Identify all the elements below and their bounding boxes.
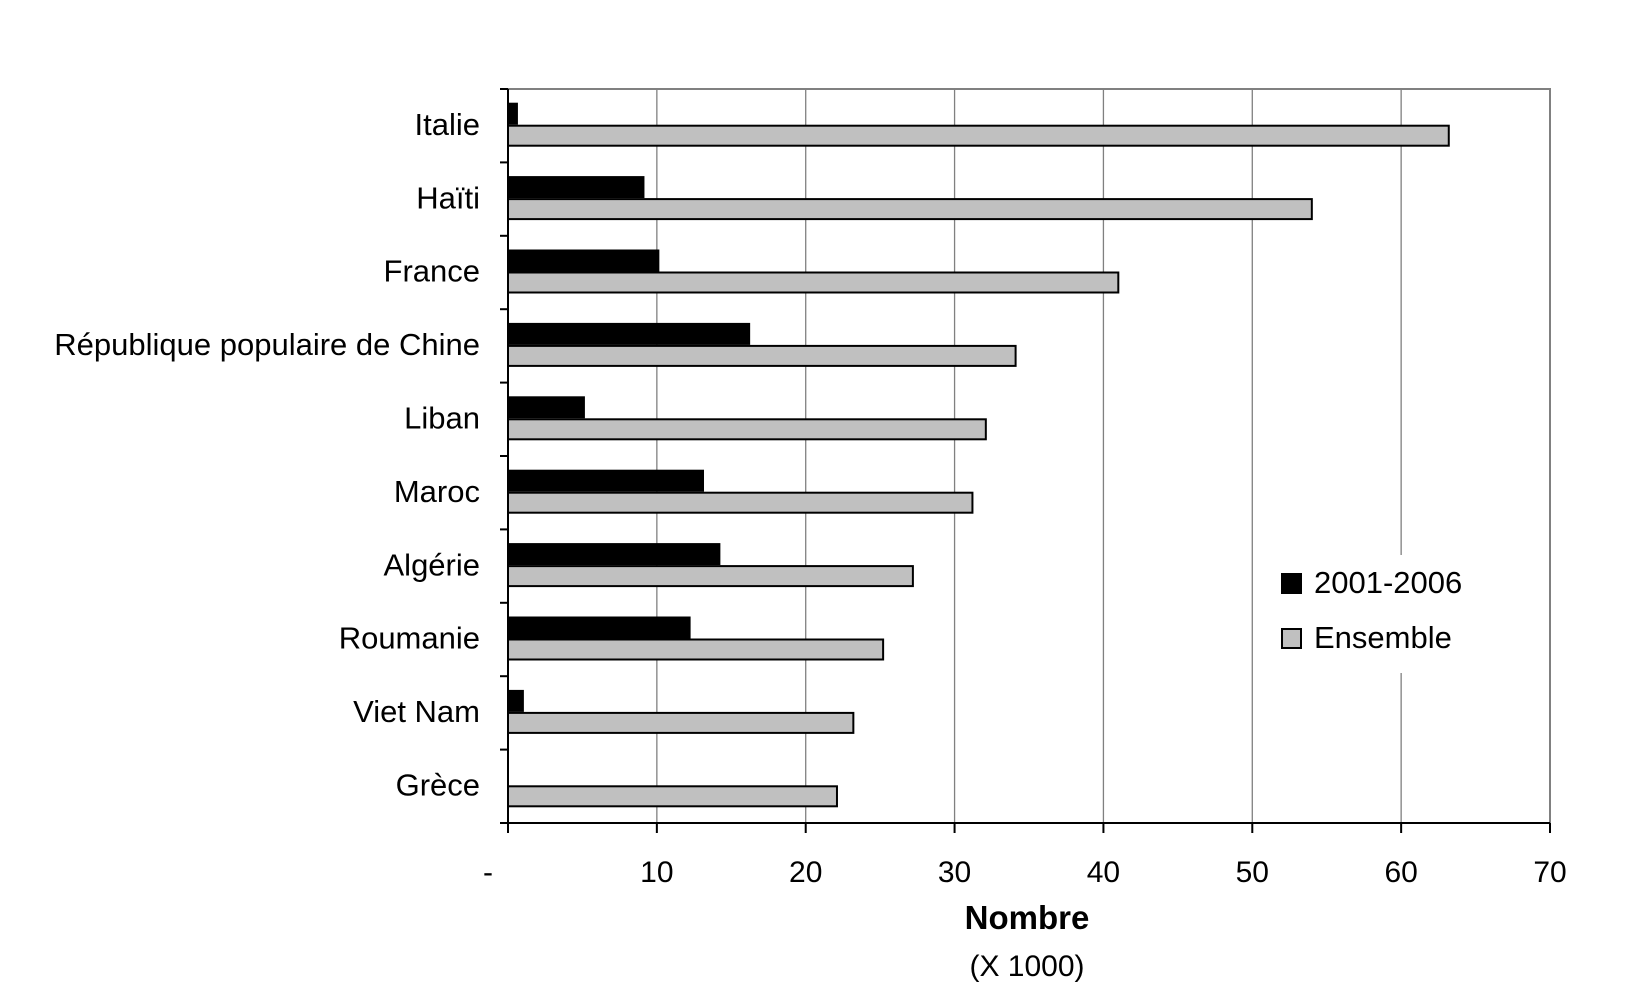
- bar-ensemble: [507, 785, 838, 808]
- legend: 2001-2006 Ensemble: [1268, 555, 1500, 673]
- bar-ensemble: [507, 344, 1017, 367]
- bar-2001-2006: [507, 396, 585, 419]
- bar-ensemble: [507, 271, 1120, 294]
- category-labels: Italie Haïti France République populaire de…: [54, 107, 480, 803]
- axes: [500, 88, 1551, 833]
- category-label: Italie: [415, 107, 480, 142]
- category-label: Algérie: [384, 547, 481, 582]
- x-tick-label: 50: [1236, 856, 1269, 889]
- x-axis-subtitle: (X 1000): [969, 950, 1084, 983]
- legend-label: 2001-2006: [1314, 565, 1462, 600]
- bars: [507, 102, 1450, 808]
- category-label: Liban: [404, 400, 480, 435]
- category-label: France: [384, 254, 480, 289]
- bar-2001-2006: [507, 689, 524, 712]
- category-label: Viet Nam: [353, 694, 480, 729]
- bar-ensemble: [507, 638, 885, 661]
- bar-ensemble: [507, 198, 1313, 221]
- x-tick-label: 30: [938, 856, 971, 889]
- bar-ensemble: [507, 711, 855, 734]
- legend-label: Ensemble: [1314, 620, 1452, 655]
- legend-swatch: [1281, 628, 1302, 649]
- bar-ensemble: [507, 124, 1450, 147]
- x-tick-label: -: [483, 856, 493, 889]
- bar-2001-2006: [507, 102, 518, 125]
- x-tick-label: 70: [1533, 856, 1566, 889]
- x-tick-label: 40: [1087, 856, 1120, 889]
- x-tick-label: 10: [640, 856, 673, 889]
- category-label: Grèce: [396, 767, 480, 802]
- bar-2001-2006: [507, 322, 751, 345]
- bar-2001-2006: [507, 249, 660, 272]
- category-label: Maroc: [394, 474, 480, 509]
- bar-2001-2006: [507, 469, 705, 492]
- x-tick-labels: - 10 20 30 40 50 60 70: [483, 856, 1567, 889]
- x-tick-label: 20: [789, 856, 822, 889]
- bar-2001-2006: [507, 176, 645, 199]
- bar-ensemble: [507, 418, 987, 441]
- legend-background: [1268, 555, 1500, 673]
- x-axis-title: Nombre: [965, 899, 1090, 936]
- bar-2001-2006: [507, 543, 721, 566]
- legend-swatch: [1281, 573, 1302, 594]
- bar-ensemble: [507, 491, 974, 514]
- bar-ensemble: [507, 565, 914, 588]
- category-label: Haïti: [416, 180, 480, 215]
- category-label: Roumanie: [339, 621, 480, 656]
- x-tick-label: 60: [1384, 856, 1417, 889]
- category-label: République populaire de Chine: [54, 327, 480, 362]
- bar-2001-2006: [507, 616, 691, 639]
